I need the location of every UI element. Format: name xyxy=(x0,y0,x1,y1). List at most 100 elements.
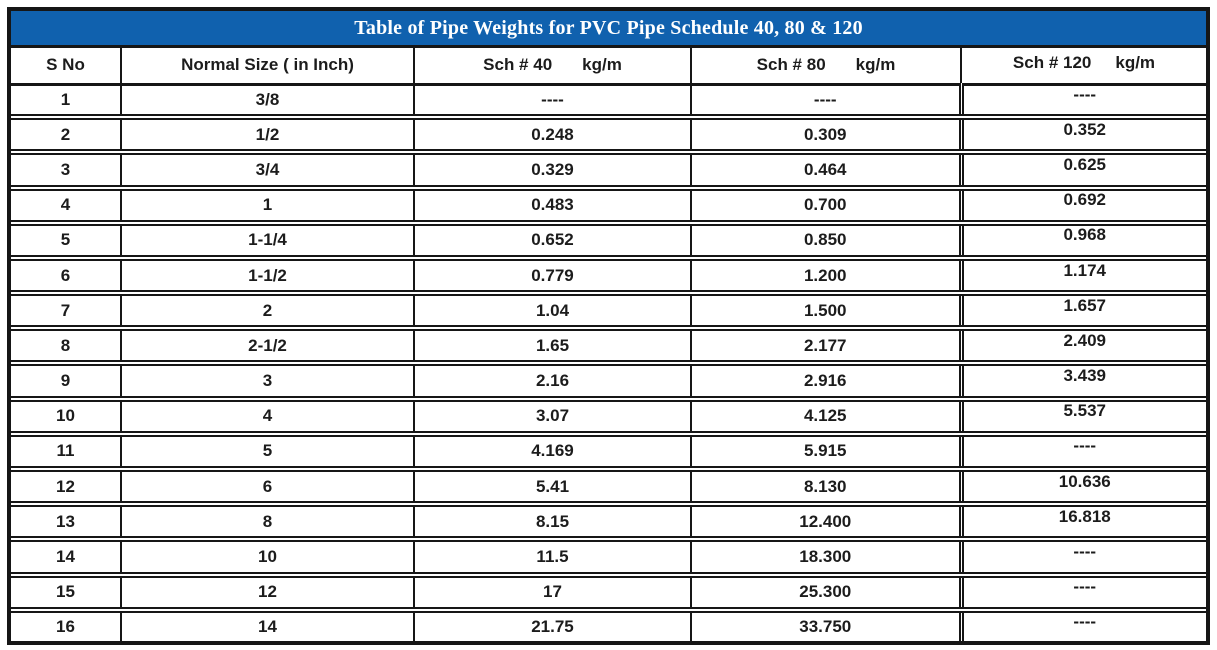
size-cell: 6 xyxy=(120,469,414,508)
size-cell: 2-1/2 xyxy=(120,328,414,367)
serial-cell: 12 xyxy=(11,469,121,508)
table-row: 2 1/2 0.248 0.309 0.352 xyxy=(11,117,1206,156)
schedule-label: Sch # 80 xyxy=(756,55,826,75)
cell-value: 1-1/2 xyxy=(248,265,287,285)
sch40-cell: 17 xyxy=(413,574,691,613)
cell-value: 0.248 xyxy=(531,124,574,144)
size-cell: 12 xyxy=(120,574,414,613)
column-header-label: Sch # 120 kg/m xyxy=(1013,53,1155,73)
column-header-size: Normal Size ( in Inch) xyxy=(120,48,414,86)
cell-value: 14 xyxy=(56,547,75,566)
cell-value: 25.300 xyxy=(799,582,852,602)
cell-value: 0.692 xyxy=(1063,190,1107,210)
size-cell: 3/8 xyxy=(120,84,414,121)
sch40-cell: 2.16 xyxy=(413,363,691,402)
table-row: 7 2 1.04 1.500 1.657 xyxy=(11,293,1206,332)
serial-cell: 2 xyxy=(11,117,121,156)
cell-value: 11 xyxy=(56,441,75,461)
cell-value: 1.657 xyxy=(1063,295,1107,315)
size-cell: 1-1/2 xyxy=(120,257,414,297)
serial-cell: 1 xyxy=(11,84,121,121)
data-table: S No Normal Size ( in Inch) Sch # 40 kg/… xyxy=(11,48,1206,641)
cell-value: 4 xyxy=(60,195,71,215)
sch120-cell: 1.174 xyxy=(958,257,1206,297)
cell-value: 2 xyxy=(60,124,71,144)
size-cell: 1/2 xyxy=(120,117,414,156)
cell-value: 8.130 xyxy=(803,476,847,496)
cell-value: 0.968 xyxy=(1063,225,1107,245)
serial-cell: 3 xyxy=(11,152,121,191)
table-row: 11 5 4.169 5.915 ---- xyxy=(11,433,1206,473)
cell-value: 5.41 xyxy=(535,476,570,496)
cell-value: 2.177 xyxy=(803,335,847,355)
table-title-bar: Table of Pipe Weights for PVC Pipe Sched… xyxy=(11,11,1206,48)
table-title: Table of Pipe Weights for PVC Pipe Sched… xyxy=(354,16,863,39)
sch80-cell: 33.750 xyxy=(690,609,961,641)
cell-value: 2 xyxy=(262,300,273,320)
sch40-cell: 0.248 xyxy=(413,117,691,156)
cell-value: 8 xyxy=(262,511,273,531)
sch120-cell: 2.409 xyxy=(958,328,1206,367)
cell-value: 4.169 xyxy=(531,441,574,461)
cell-value: 1/2 xyxy=(255,124,280,144)
unit-label: kg/m xyxy=(1115,53,1156,73)
size-cell: 10 xyxy=(120,539,414,578)
cell-value: 3 xyxy=(60,159,71,179)
sch120-cell: 0.625 xyxy=(958,152,1206,191)
column-header-label: Sch # 80 kg/m xyxy=(757,55,896,75)
sch80-cell: 25.300 xyxy=(690,574,961,613)
serial-cell: 11 xyxy=(11,433,121,473)
sch80-cell: 2.916 xyxy=(690,363,961,402)
cell-value: 2.916 xyxy=(803,371,847,391)
cell-value: 3 xyxy=(262,371,273,391)
sch40-cell: 21.75 xyxy=(413,609,691,641)
column-header-sch120: Sch # 120 kg/m xyxy=(960,48,1206,86)
sch40-cell: 11.5 xyxy=(413,539,691,578)
cell-value: 16 xyxy=(56,616,75,636)
cell-value: 3/4 xyxy=(255,159,280,179)
cell-value: 12 xyxy=(56,476,75,496)
cell-value: 0.352 xyxy=(1063,119,1107,139)
size-cell: 14 xyxy=(120,609,414,641)
cell-value: 4.125 xyxy=(803,406,847,426)
cell-value: 12.400 xyxy=(799,511,852,531)
cell-value: ---- xyxy=(1073,577,1097,597)
schedule-label: Sch # 120 xyxy=(1012,53,1092,73)
sch80-cell: 4.125 xyxy=(690,398,961,437)
cell-value: 1.200 xyxy=(803,265,847,285)
column-header-label: Sch # 40 kg/m xyxy=(483,55,622,75)
unit-label: kg/m xyxy=(855,55,896,75)
cell-value: 10 xyxy=(258,547,277,566)
schedule-label: Sch # 40 xyxy=(483,55,553,75)
sch40-cell: 8.15 xyxy=(413,504,691,543)
sch80-cell: ---- xyxy=(690,84,961,121)
column-header-label: Normal Size ( in Inch) xyxy=(181,55,354,75)
cell-value: 16.818 xyxy=(1058,506,1111,526)
cell-value: 0.652 xyxy=(531,230,574,250)
sch120-cell: ---- xyxy=(958,539,1206,578)
serial-cell: 9 xyxy=(11,363,121,402)
cell-value: 1 xyxy=(60,89,71,109)
cell-value: 3.439 xyxy=(1063,366,1107,386)
cell-value: 6 xyxy=(60,265,71,285)
serial-cell: 13 xyxy=(11,504,121,543)
table-row: 16 14 21.75 33.750 ---- xyxy=(11,609,1206,641)
size-cell: 3 xyxy=(120,363,414,402)
cell-value: 2.409 xyxy=(1063,330,1107,350)
cell-value: 14 xyxy=(258,616,277,636)
cell-value: 5.915 xyxy=(803,441,847,461)
cell-value: ---- xyxy=(1073,84,1097,104)
cell-value: 1.500 xyxy=(803,300,847,320)
cell-value: 1.65 xyxy=(535,335,570,355)
sch40-cell: 0.329 xyxy=(413,152,691,191)
sch80-cell: 18.300 xyxy=(690,539,961,578)
cell-value: 1-1/4 xyxy=(248,230,287,250)
table-row: 13 8 8.15 12.400 16.818 xyxy=(11,504,1206,543)
sch120-cell: 0.968 xyxy=(958,222,1206,261)
serial-cell: 15 xyxy=(11,574,121,613)
cell-value: 0.700 xyxy=(803,195,847,215)
cell-value: 10 xyxy=(56,406,75,426)
table-row: 10 4 3.07 4.125 5.537 xyxy=(11,398,1206,437)
serial-cell: 4 xyxy=(11,187,121,226)
